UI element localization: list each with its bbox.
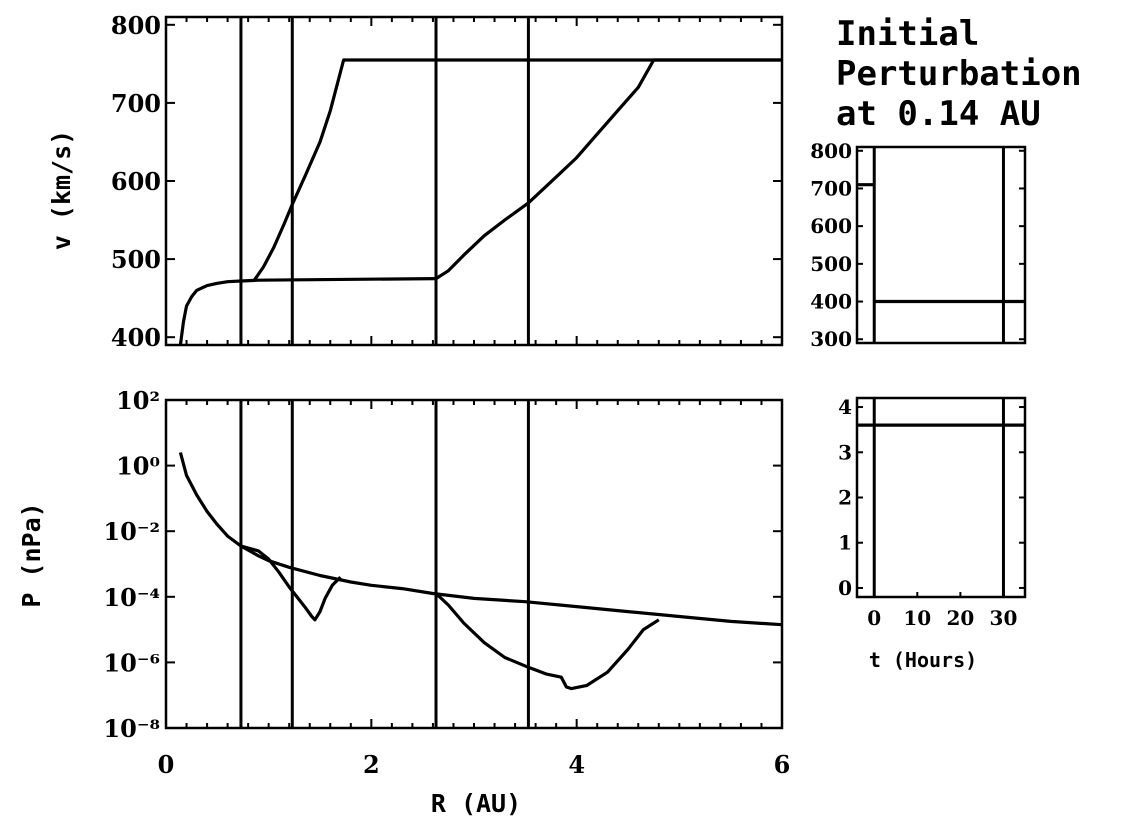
- inset-velocity-ytick-label-0: 300: [810, 327, 852, 351]
- velocity-ytick-label-0: 400: [111, 323, 161, 352]
- velocity-frame: [164, 15, 784, 347]
- pressure-ytick-label-5: 10⁻⁸: [103, 714, 160, 743]
- inset-velocity-ytick-label-3: 600: [810, 214, 852, 238]
- inset-lower-ytick-label-2: 2: [838, 486, 852, 510]
- pressure-ytick-label-3: 10⁻⁴: [103, 583, 160, 612]
- pressure-frame: [164, 398, 784, 730]
- inset-lower-frame: [855, 396, 1027, 599]
- inset-lower-xtick-label-1: 10: [903, 606, 931, 630]
- pressure-ytick-label-4: 10⁻⁶: [103, 648, 160, 677]
- inset-velocity-ytick-label-4: 700: [810, 176, 852, 200]
- pressure-xtick-label-3: 6: [774, 750, 791, 779]
- annotation-line-2: Perturbation: [836, 54, 1082, 94]
- inset-lower-ytick-label-3: 3: [838, 440, 852, 464]
- velocity-ytick-label-2: 600: [111, 167, 161, 196]
- inset-lower-panel: 0 1 2 3 4 0 10 20 30: [838, 395, 1027, 630]
- inset-xlabel: t (Hours): [869, 648, 977, 672]
- inset-velocity-ytick-label-2: 500: [810, 252, 852, 276]
- inset-lower-ytick-label-4: 4: [838, 395, 852, 419]
- pressure-series-1: [240, 544, 342, 622]
- inset-velocity-frame: [855, 145, 1027, 345]
- velocity-panel: 400 500 600 700 800: [111, 11, 784, 352]
- velocity-ytick-label-4: 800: [111, 11, 161, 40]
- inset-velocity-panel: 300 400 500 600 700 800: [810, 139, 1027, 351]
- pressure-series-2: [434, 592, 660, 691]
- pressure-ytick-label-1: 10⁰: [116, 452, 160, 481]
- annotation: Initial Perturbation at 0.14 AU: [836, 14, 1082, 134]
- pressure-xtick-label-1: 2: [363, 750, 380, 779]
- inset-lower-xtick-label-2: 20: [946, 606, 974, 630]
- inset-lower-xtick-label-3: 30: [990, 606, 1018, 630]
- pressure-xtick-label-2: 4: [568, 750, 585, 779]
- pressure-ylabel: P (nPa): [17, 502, 46, 607]
- velocity-series-0: [178, 277, 437, 345]
- velocity-ylabel: v (km/s): [47, 130, 76, 250]
- annotation-line-3: at 0.14 AU: [836, 94, 1041, 134]
- pressure-xlabel: R (AU): [431, 789, 521, 818]
- velocity-series-2: [435, 58, 782, 280]
- pressure-panel: 10² 10⁰ 10⁻² 10⁻⁴ 10⁻⁶ 10⁻⁸ 0 2 4 6: [103, 386, 790, 779]
- pressure-ytick-label-0: 10²: [116, 386, 160, 415]
- annotation-line-1: Initial: [836, 14, 979, 54]
- inset-velocity-ytick-label-5: 800: [810, 139, 852, 163]
- velocity-series-1: [252, 58, 782, 282]
- pressure-xtick-label-0: 0: [158, 750, 175, 779]
- inset-lower-xtick-label-0: 0: [867, 606, 881, 630]
- velocity-ytick-label-1: 500: [111, 245, 161, 274]
- pressure-ytick-label-2: 10⁻²: [103, 517, 160, 546]
- inset-velocity-ytick-label-1: 400: [810, 290, 852, 314]
- inset-lower-ytick-label-0: 0: [838, 576, 852, 600]
- pressure-series-0: [178, 452, 782, 627]
- inset-lower-ytick-label-1: 1: [838, 531, 852, 555]
- velocity-ytick-label-3: 700: [111, 89, 161, 118]
